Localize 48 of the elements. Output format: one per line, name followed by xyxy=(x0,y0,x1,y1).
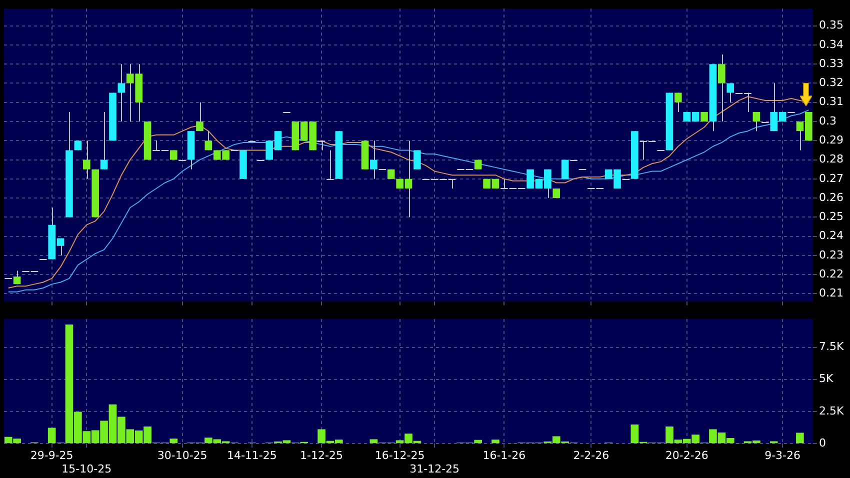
x-tick-label: 20-2-26 xyxy=(665,449,708,462)
candlestick xyxy=(317,140,326,151)
x-tick-label: 29-9-25 xyxy=(30,449,74,462)
x-tick-label: 16-12-25 xyxy=(374,449,425,462)
candlestick xyxy=(674,92,682,112)
y-tick-label: 0.26 xyxy=(819,190,844,204)
candlestick xyxy=(13,270,21,285)
y-tick-label: 0.28 xyxy=(819,152,844,166)
candlestick xyxy=(726,82,734,103)
candlestick xyxy=(118,64,126,122)
bar xyxy=(492,440,500,444)
x-tick-label: 9-3-26 xyxy=(764,449,801,462)
candlestick xyxy=(170,150,178,160)
y-tick-label: 7.5K xyxy=(819,340,844,354)
candlestick xyxy=(370,140,378,180)
x-tick-label: 30-10-25 xyxy=(157,449,208,462)
candlestick xyxy=(752,111,760,132)
y-tick-label: 0 xyxy=(819,436,826,450)
y-tick-label: 0.21 xyxy=(819,286,844,300)
candlestick xyxy=(414,150,421,170)
x-tick-label: 16-1-26 xyxy=(482,449,526,462)
candlestick xyxy=(100,111,108,170)
bar xyxy=(796,432,804,444)
y-tick-label: 0.27 xyxy=(819,172,844,185)
x-tick-label: 1-12-25 xyxy=(300,449,343,462)
candlestick xyxy=(326,150,334,180)
y-tick-label: 5K xyxy=(819,372,834,386)
x-tick-label: 14-11-25 xyxy=(226,449,277,462)
y-tick-label: 2.5K xyxy=(819,404,844,418)
y-tick-label: 0.32 xyxy=(819,76,844,90)
y-tick-label: 0.33 xyxy=(819,56,844,70)
y-tick-label: 0.29 xyxy=(819,134,844,147)
y-tick-label: 0.3 xyxy=(819,114,836,128)
candlestick xyxy=(204,130,212,151)
y-tick-label: 0.35 xyxy=(819,18,844,32)
candlestick xyxy=(718,54,726,122)
y-tick-label: 0.25 xyxy=(819,210,844,224)
candlestick xyxy=(196,102,204,132)
y-tick-label: 0.24 xyxy=(819,229,844,242)
y-tick-label: 0.31 xyxy=(819,95,844,108)
y-tick-label: 0.34 xyxy=(819,38,844,51)
x-tick-label: 31-12-25 xyxy=(410,462,460,476)
x-tick-label: 2-2-26 xyxy=(573,449,610,462)
y-tick-label: 0.22 xyxy=(819,267,844,280)
candlestick xyxy=(561,159,569,180)
y-tick-label: 0.23 xyxy=(819,248,844,262)
candlestick xyxy=(82,140,90,180)
x-tick-label: 15-10-25 xyxy=(62,462,112,476)
